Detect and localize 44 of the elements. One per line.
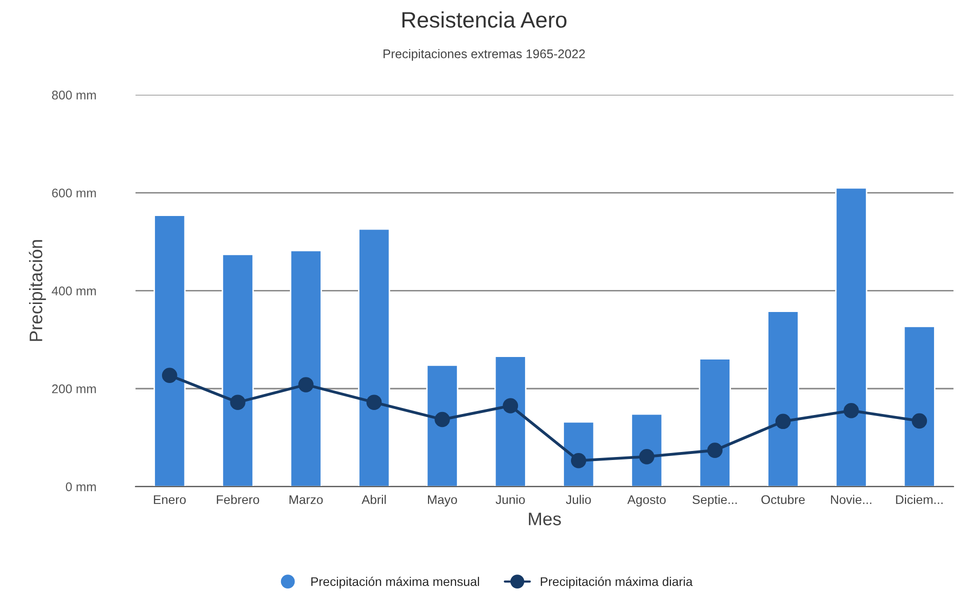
bar	[835, 187, 868, 487]
point	[502, 398, 518, 414]
bar	[358, 228, 390, 487]
bar	[222, 254, 254, 487]
x-tick-label: Octubre	[761, 494, 805, 504]
x-tick-label: Novie...	[831, 494, 872, 504]
x-axis-title: Mes	[528, 512, 561, 526]
x-tick-label: Diciem...	[896, 494, 943, 504]
chart-title: Resistencia Aero	[402, 11, 566, 28]
y-tick-label: 400 mm	[52, 286, 96, 296]
y-axis-title: Precipitación	[28, 240, 46, 341]
bar	[698, 358, 731, 487]
point	[844, 403, 859, 418]
x-tick-label: Julio	[566, 494, 591, 504]
point	[434, 412, 450, 428]
point	[775, 414, 791, 430]
bar	[154, 214, 186, 487]
bar	[767, 310, 800, 487]
point	[162, 368, 178, 384]
legend-label: Precipitación máxima diaria	[540, 576, 693, 589]
y-tick-label: 600 mm	[52, 188, 96, 198]
chart-subtitle: Precipitaciones extremas 1965-2022	[384, 49, 585, 61]
point	[298, 377, 314, 392]
x-tick-label: Junio	[496, 494, 525, 504]
y-tick-label: 0 mm	[66, 482, 96, 492]
y-tick-label: 200 mm	[52, 384, 96, 394]
point	[639, 449, 654, 464]
x-tick-label: Febrero	[216, 494, 260, 504]
point	[912, 413, 928, 429]
x-tick-label: Mayo	[428, 495, 458, 507]
bar	[494, 356, 526, 487]
y-tick-label: 800 mm	[52, 90, 96, 100]
bar	[903, 326, 936, 487]
point	[230, 394, 246, 410]
x-tick-label: Septie...	[692, 494, 737, 507]
x-tick-label: Abril	[362, 494, 386, 504]
x-tick-label: Enero	[154, 495, 186, 504]
bar	[426, 364, 458, 487]
point	[366, 394, 382, 410]
x-tick-label: Agosto	[627, 495, 666, 507]
point	[707, 442, 723, 458]
bar	[290, 250, 322, 487]
legend-label: Precipitación máxima mensual	[311, 576, 480, 589]
x-tick-label: Marzo	[290, 495, 323, 504]
